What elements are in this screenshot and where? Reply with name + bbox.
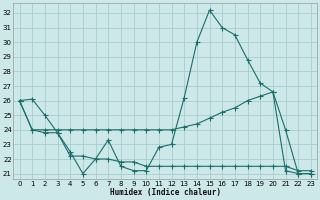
X-axis label: Humidex (Indice chaleur): Humidex (Indice chaleur)	[110, 188, 221, 197]
